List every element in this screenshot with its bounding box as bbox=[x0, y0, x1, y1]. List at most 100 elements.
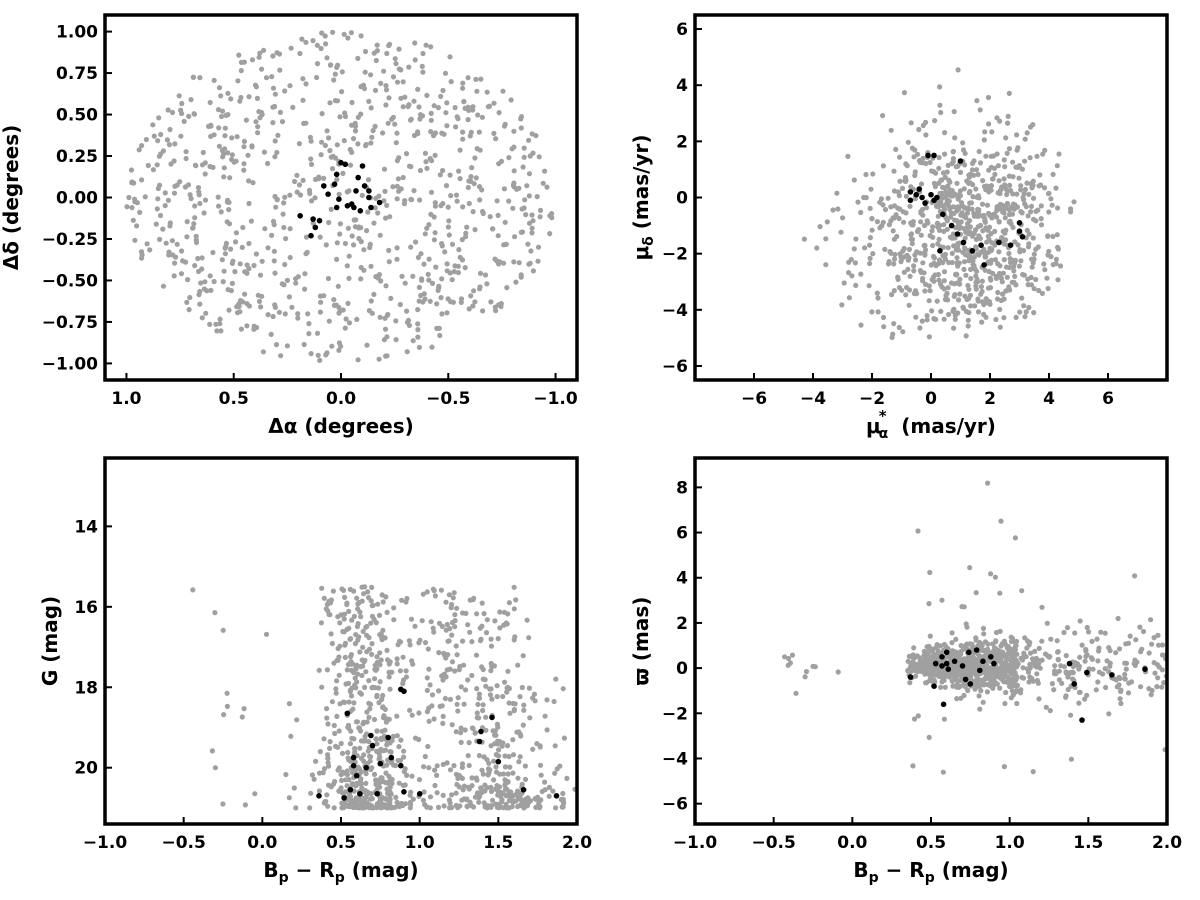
field-star-point bbox=[1012, 273, 1018, 279]
field-star-point bbox=[961, 259, 968, 265]
field-star-point bbox=[368, 598, 374, 604]
field-star-point bbox=[228, 96, 234, 102]
field-star-point bbox=[1037, 172, 1043, 178]
field-star-point bbox=[328, 631, 334, 637]
y-tick-label: 0.25 bbox=[56, 147, 98, 167]
field-star-point bbox=[487, 686, 493, 692]
field-star-point bbox=[946, 674, 952, 680]
field-star-point bbox=[494, 198, 500, 204]
field-star-point bbox=[425, 646, 431, 652]
field-star-point bbox=[526, 635, 532, 641]
field-star-point bbox=[1028, 274, 1034, 281]
field-star-point bbox=[904, 284, 910, 291]
field-star-point bbox=[926, 298, 932, 304]
field-star-point bbox=[997, 628, 1003, 635]
field-star-point bbox=[803, 669, 810, 675]
field-star-point bbox=[1007, 287, 1013, 293]
field-star-point bbox=[959, 203, 965, 209]
field-star-point bbox=[875, 295, 881, 301]
member-star-point bbox=[980, 658, 986, 665]
field-star-point bbox=[989, 240, 995, 246]
field-star-point bbox=[255, 130, 261, 136]
field-star-point bbox=[348, 661, 354, 667]
field-star-point bbox=[908, 184, 914, 190]
field-star-point bbox=[867, 260, 873, 267]
field-star-point bbox=[246, 200, 252, 207]
field-star-point bbox=[367, 796, 373, 802]
field-star-point bbox=[169, 109, 176, 116]
field-star-point bbox=[453, 124, 459, 130]
field-star-point bbox=[273, 342, 280, 348]
field-star-point bbox=[1051, 671, 1058, 677]
field-star-point bbox=[462, 687, 469, 693]
field-star-point bbox=[504, 743, 511, 749]
field-star-point bbox=[888, 127, 894, 133]
field-star-point bbox=[991, 165, 998, 171]
field-star-point bbox=[971, 254, 977, 260]
field-star-point bbox=[401, 201, 407, 207]
x-tick-label: 2.0 bbox=[562, 833, 592, 853]
field-star-point bbox=[347, 797, 353, 803]
field-star-point bbox=[244, 323, 250, 329]
field-star-point bbox=[258, 304, 264, 310]
field-star-point bbox=[329, 166, 336, 172]
field-star-point bbox=[317, 309, 323, 315]
field-star-point bbox=[365, 177, 372, 183]
field-star-point bbox=[400, 174, 406, 181]
field-star-point bbox=[440, 200, 446, 207]
field-star-point bbox=[947, 234, 953, 240]
field-star-point bbox=[443, 110, 449, 116]
field-star-point bbox=[451, 763, 457, 769]
field-star-point bbox=[823, 262, 829, 268]
field-star-point bbox=[323, 606, 329, 612]
field-star-point bbox=[862, 245, 868, 251]
field-star-point bbox=[1148, 617, 1154, 623]
field-star-point bbox=[232, 239, 239, 245]
field-star-point bbox=[949, 259, 955, 266]
field-star-point bbox=[449, 659, 456, 665]
field-star-point bbox=[237, 261, 243, 267]
field-star-point bbox=[398, 737, 404, 743]
field-star-point bbox=[229, 280, 235, 286]
field-star-point bbox=[979, 201, 986, 207]
field-star-point bbox=[237, 298, 244, 304]
field-star-point bbox=[1024, 130, 1030, 136]
field-star-point bbox=[509, 146, 515, 152]
field-star-point bbox=[1038, 216, 1044, 222]
field-star-point bbox=[325, 803, 331, 809]
field-star-point bbox=[395, 176, 401, 182]
field-star-point bbox=[218, 328, 224, 334]
field-star-point bbox=[988, 571, 994, 577]
field-star-point bbox=[219, 108, 226, 114]
field-star-point bbox=[195, 185, 202, 191]
field-star-point bbox=[398, 95, 404, 101]
field-star-point bbox=[909, 241, 915, 247]
field-star-point bbox=[456, 784, 462, 790]
field-star-point bbox=[917, 658, 923, 664]
field-star-point bbox=[958, 225, 964, 231]
field-star-point bbox=[270, 104, 276, 110]
field-star-point bbox=[452, 668, 458, 674]
field-star-point bbox=[1001, 296, 1007, 302]
field-star-point bbox=[300, 76, 306, 82]
field-star-point bbox=[997, 658, 1003, 664]
field-star-point bbox=[948, 210, 954, 216]
field-star-point bbox=[930, 253, 937, 260]
field-star-point bbox=[460, 85, 466, 91]
field-star-point bbox=[361, 591, 367, 597]
field-star-point bbox=[220, 627, 226, 633]
field-star-point bbox=[438, 93, 444, 99]
field-star-point bbox=[998, 275, 1005, 281]
field-star-point bbox=[525, 241, 531, 247]
field-star-point bbox=[1020, 194, 1026, 201]
field-star-point bbox=[228, 246, 234, 252]
x-tick-label: 0.5 bbox=[219, 389, 249, 409]
field-star-point bbox=[994, 681, 1000, 687]
field-star-point bbox=[880, 219, 886, 225]
field-star-point bbox=[336, 788, 342, 794]
field-star-point bbox=[477, 638, 484, 644]
field-star-point bbox=[318, 152, 324, 158]
field-star-point bbox=[861, 194, 867, 201]
field-star-point bbox=[283, 236, 289, 242]
field-star-point bbox=[402, 766, 408, 772]
